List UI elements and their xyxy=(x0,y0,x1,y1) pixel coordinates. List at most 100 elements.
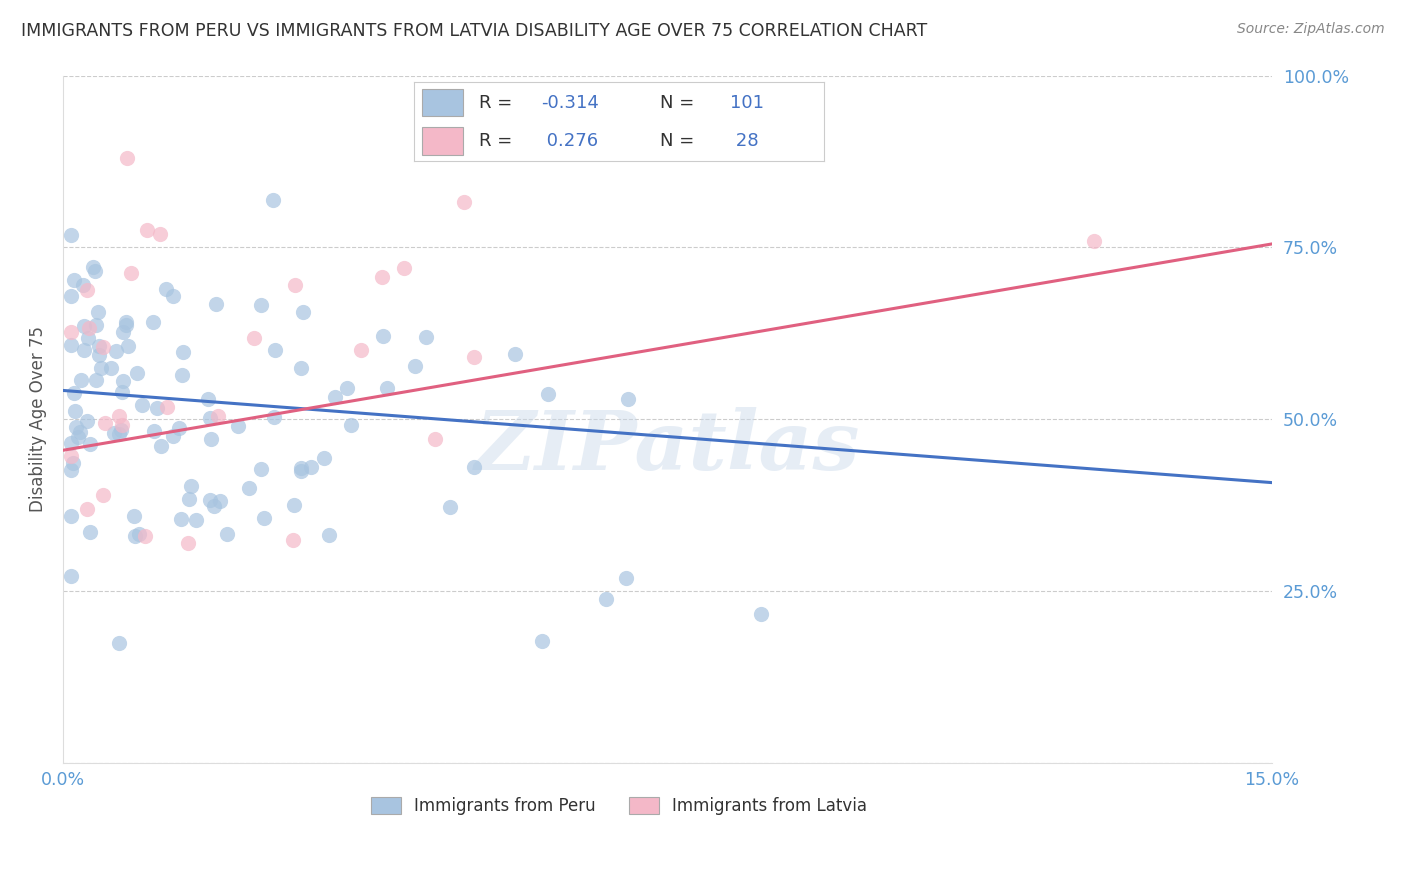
Point xyxy=(60,509,83,524)
Point xyxy=(172,345,194,359)
Point xyxy=(60,436,83,450)
Point xyxy=(392,260,415,275)
Point xyxy=(290,360,312,375)
Point xyxy=(162,428,184,442)
Point xyxy=(292,305,315,319)
Y-axis label: Disability Age Over 75: Disability Age Over 75 xyxy=(30,326,46,512)
Point xyxy=(226,418,249,433)
Point xyxy=(103,426,125,441)
Point xyxy=(156,401,179,415)
Point xyxy=(117,151,139,165)
Point xyxy=(209,494,232,508)
Legend: Immigrants from Peru, Immigrants from Latvia: Immigrants from Peru, Immigrants from La… xyxy=(363,789,876,823)
Point xyxy=(60,227,83,242)
Point xyxy=(503,347,526,361)
Point xyxy=(87,348,110,362)
Point xyxy=(84,318,107,333)
Point xyxy=(204,297,226,311)
Point xyxy=(249,298,271,312)
Point xyxy=(373,329,395,343)
Point xyxy=(299,459,322,474)
Point xyxy=(69,425,91,440)
Point xyxy=(531,633,554,648)
Point xyxy=(314,450,336,465)
Point xyxy=(107,636,129,650)
Point xyxy=(122,508,145,523)
Point xyxy=(404,359,426,373)
Point xyxy=(76,414,98,428)
Point xyxy=(198,410,221,425)
Point xyxy=(243,331,266,345)
Point xyxy=(415,329,437,343)
Point xyxy=(340,417,363,432)
Point xyxy=(262,194,284,208)
Point xyxy=(197,392,219,407)
Point xyxy=(76,330,98,344)
Point xyxy=(179,491,201,506)
Point xyxy=(439,500,461,515)
Point xyxy=(614,571,637,585)
Point xyxy=(370,270,392,285)
Point xyxy=(537,386,560,401)
Point xyxy=(76,284,98,298)
Point xyxy=(177,536,200,550)
Point xyxy=(84,373,107,387)
Point xyxy=(65,420,87,434)
Point xyxy=(115,318,138,332)
Point xyxy=(87,305,110,319)
Point xyxy=(124,528,146,542)
Point xyxy=(72,319,94,334)
Point xyxy=(149,227,172,241)
Point xyxy=(375,381,398,395)
Point xyxy=(145,401,167,416)
Point xyxy=(169,421,191,435)
Point xyxy=(131,398,153,412)
Point xyxy=(60,569,83,583)
Point xyxy=(325,390,347,404)
Point xyxy=(207,409,229,423)
Point xyxy=(91,340,114,354)
Point xyxy=(117,339,139,353)
Point xyxy=(136,223,159,237)
Point xyxy=(84,263,107,277)
Point xyxy=(79,321,101,335)
Point xyxy=(112,325,135,339)
Text: IMMIGRANTS FROM PERU VS IMMIGRANTS FROM LATVIA DISABILITY AGE OVER 75 CORRELATIO: IMMIGRANTS FROM PERU VS IMMIGRANTS FROM … xyxy=(21,22,928,40)
Point xyxy=(63,386,86,401)
Point xyxy=(1083,234,1105,248)
Point xyxy=(184,513,207,527)
Point xyxy=(94,416,117,430)
Point xyxy=(172,368,194,382)
Point xyxy=(111,418,134,433)
Point xyxy=(595,591,617,606)
Point xyxy=(79,524,101,539)
Point xyxy=(162,289,184,303)
Point xyxy=(107,427,129,442)
Point xyxy=(79,436,101,450)
Point xyxy=(751,607,773,621)
Point xyxy=(290,464,312,478)
Point xyxy=(125,366,148,380)
Point xyxy=(60,288,83,302)
Point xyxy=(350,343,373,357)
Point xyxy=(112,374,135,388)
Point xyxy=(150,439,173,453)
Point xyxy=(283,498,305,512)
Point xyxy=(60,325,83,339)
Point xyxy=(290,460,312,475)
Point xyxy=(215,527,238,541)
Point xyxy=(87,339,110,353)
Point xyxy=(318,527,340,541)
Point xyxy=(120,266,142,280)
Point xyxy=(60,338,83,352)
Point xyxy=(284,278,307,293)
Point xyxy=(180,479,202,493)
Point xyxy=(202,500,225,514)
Point xyxy=(82,260,104,275)
Point xyxy=(283,533,305,548)
Point xyxy=(155,282,177,296)
Point xyxy=(170,511,193,525)
Point xyxy=(198,492,221,507)
Point xyxy=(66,430,89,444)
Point xyxy=(250,462,273,476)
